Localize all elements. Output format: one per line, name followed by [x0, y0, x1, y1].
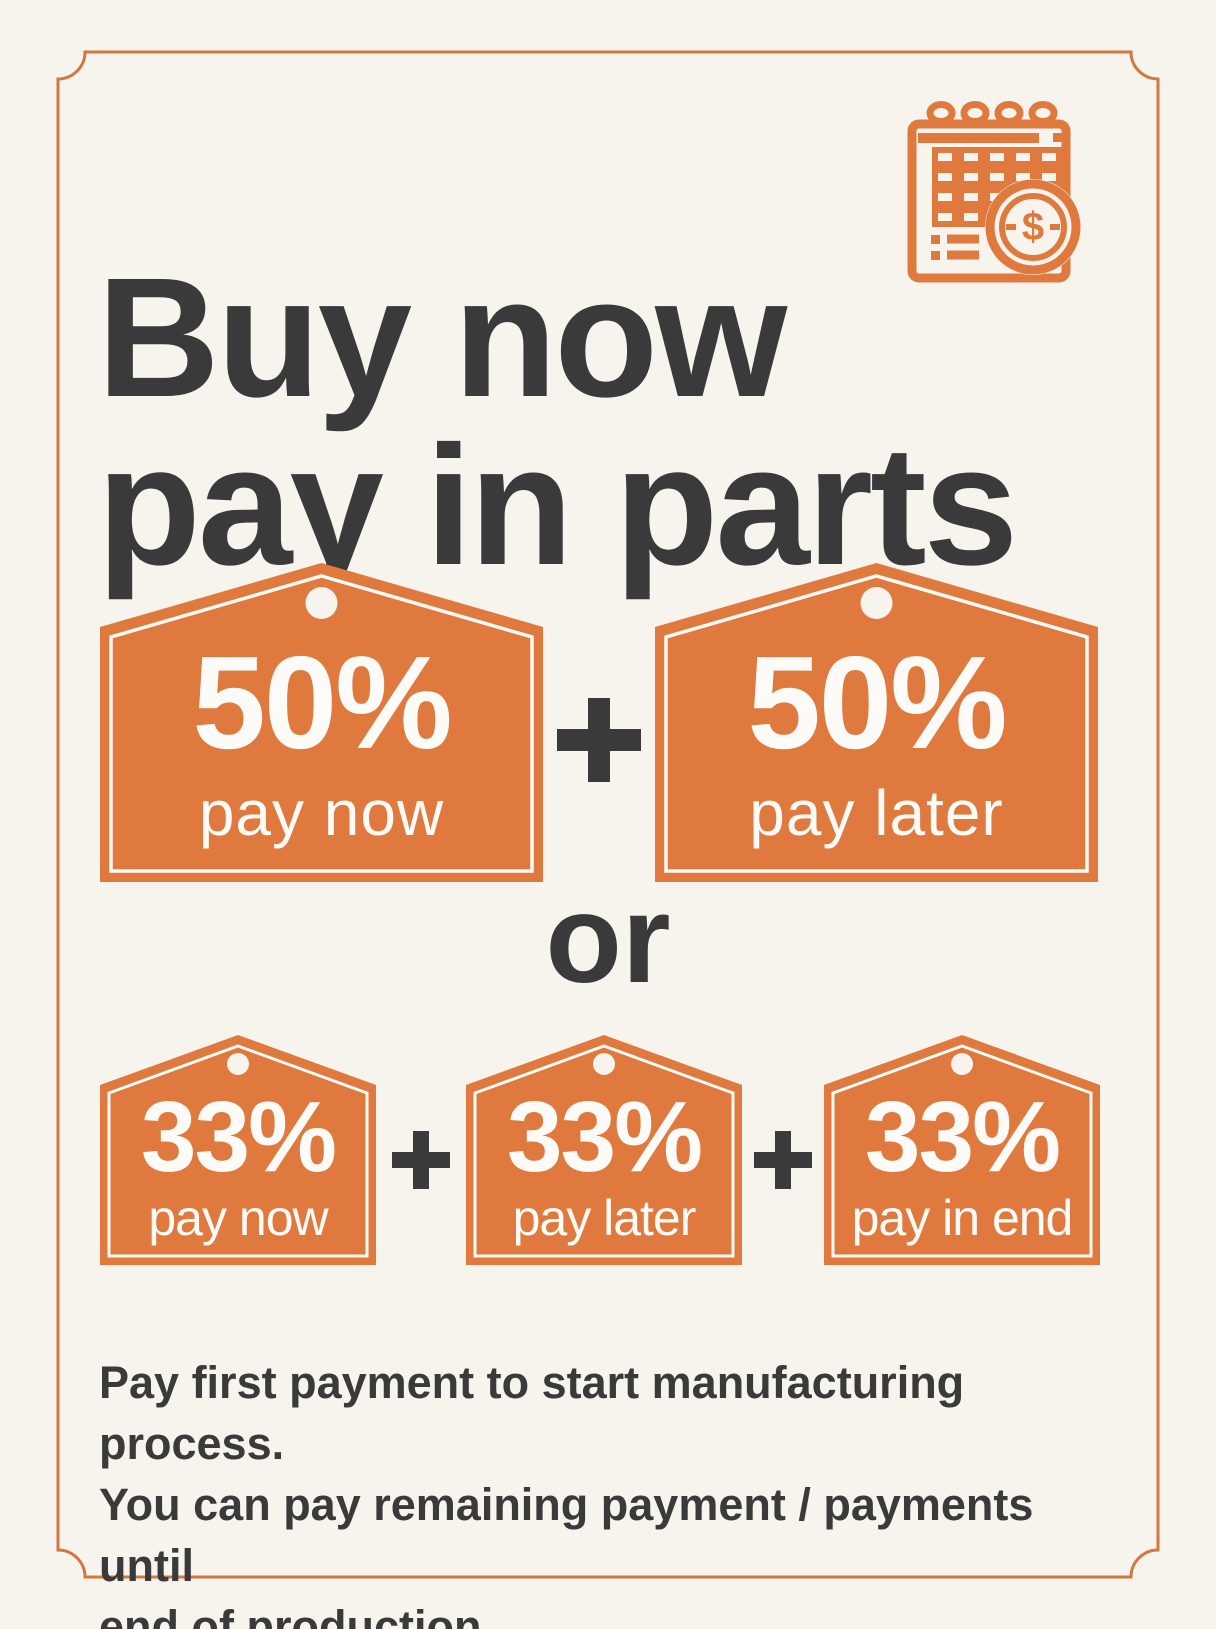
tag-label: pay in end	[851, 1190, 1074, 1246]
price-tag-shape	[100, 563, 543, 882]
tag-label: pay now	[148, 1190, 328, 1246]
tag-hole	[951, 1053, 973, 1075]
tag-hole	[227, 1053, 249, 1075]
plus-icon	[392, 1131, 450, 1189]
price-tag-shape	[655, 563, 1098, 882]
tag-percent: 50%	[747, 629, 1007, 776]
tag-33-pay-now: 33% pay now	[100, 1035, 376, 1265]
tag-label: pay now	[198, 777, 445, 849]
tag-label: pay later	[749, 777, 1004, 849]
tag-50-pay-now: 50% pay now	[100, 563, 543, 882]
tag-33-pay-in-end: 33% pay in end	[824, 1035, 1100, 1265]
plus-icon	[557, 698, 641, 782]
or-separator: or	[545, 870, 671, 1009]
title-line-1: Buy now	[97, 242, 787, 433]
price-tag-shape	[100, 1035, 376, 1265]
poster-title: Buy now pay in parts	[97, 242, 1157, 601]
tag-label: pay later	[512, 1190, 697, 1246]
coin-outer-ring	[985, 179, 1081, 275]
frame-border	[56, 50, 1160, 1579]
footer-note: Pay first payment to start manufacturing…	[99, 1352, 1129, 1629]
tag-hole	[593, 1053, 615, 1075]
price-tag-shape	[824, 1035, 1100, 1265]
footer-line-1: Pay first payment to start manufacturing…	[99, 1357, 965, 1469]
footer-line-2: You can pay remaining payment / payments…	[99, 1479, 1034, 1591]
tag-33-pay-later: 33% pay later	[466, 1035, 742, 1265]
plus-icon	[754, 1131, 812, 1189]
tag-hole	[305, 587, 338, 619]
footer-line-3: end of production.	[99, 1601, 494, 1629]
dollar-sign: $	[1022, 205, 1044, 249]
tag-50-pay-later: 50% pay later	[655, 563, 1098, 882]
tag-percent: 33%	[864, 1081, 1061, 1193]
price-tag-shape	[466, 1035, 742, 1265]
calendar-money-icon: $	[907, 101, 1081, 283]
tag-hole	[860, 587, 893, 619]
title-line-2: pay in parts	[97, 410, 1018, 601]
tag-percent: 33%	[140, 1081, 337, 1193]
coin-inner-ring	[999, 193, 1067, 261]
tag-percent: 50%	[192, 629, 452, 776]
tag-percent: 33%	[506, 1081, 703, 1193]
